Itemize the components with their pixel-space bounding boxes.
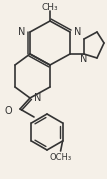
Text: CH₃: CH₃ (42, 3, 58, 11)
Text: O: O (4, 106, 12, 116)
Text: N: N (18, 27, 26, 37)
Text: N: N (80, 54, 88, 64)
Text: N: N (74, 27, 82, 37)
Text: N: N (34, 93, 42, 103)
Text: OCH₃: OCH₃ (50, 153, 72, 161)
